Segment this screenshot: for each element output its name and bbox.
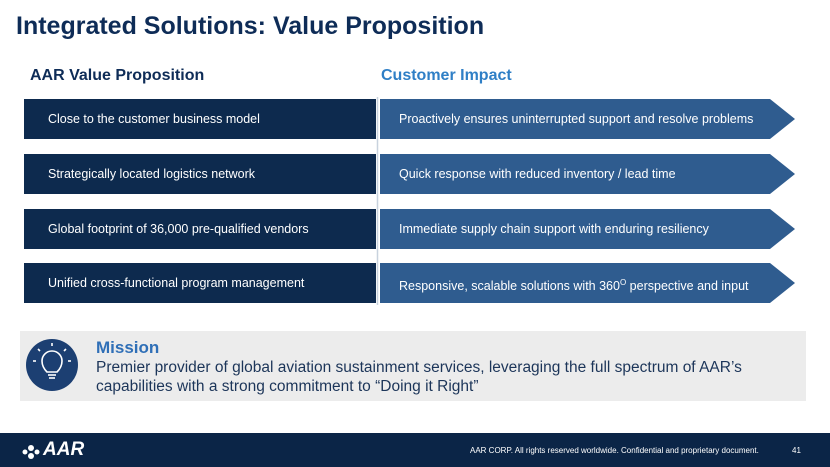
impact-arrow	[380, 99, 795, 139]
column-header: Customer Impact	[381, 67, 512, 84]
impact-superscript: O	[619, 278, 627, 287]
logo-mark	[22, 445, 40, 459]
footer-notice: AAR CORP. All rights reserved worldwide.…	[470, 446, 759, 455]
impact-text-part: perspective and input	[626, 279, 749, 294]
slide-title: Integrated Solutions: Value Proposition	[16, 12, 485, 40]
bulb-icon	[33, 343, 71, 379]
page-number: 41	[792, 446, 801, 455]
impact-text: Proactively ensures uninterrupted suppor…	[399, 112, 754, 126]
mission-band	[20, 331, 806, 401]
mission-text: Premier provider of global aviation sust…	[96, 359, 742, 395]
value-box	[24, 263, 376, 303]
column-header: AAR Value Proposition	[30, 67, 205, 84]
impact-arrow	[380, 263, 795, 303]
impact-text: Responsive, scalable solutions with 360O…	[399, 275, 749, 294]
impact-arrow	[380, 154, 795, 194]
value-text: Unified cross-functional program managem…	[48, 276, 305, 290]
mission-icon	[26, 339, 78, 391]
impact-text: Quick response with reduced inventory / …	[399, 167, 676, 181]
value-text: Strategically located logistics network	[48, 167, 256, 181]
value-text: Global footprint of 36,000 pre-qualified…	[48, 222, 309, 236]
value-box	[24, 209, 376, 249]
value-text: Close to the customer business model	[48, 112, 260, 126]
impact-text-part: Responsive, scalable solutions with 360	[399, 279, 620, 294]
footer-bar	[0, 433, 830, 467]
footer-logo: AAR	[43, 439, 85, 460]
impact-text: Immediate supply chain support with endu…	[399, 222, 709, 236]
value-box	[24, 99, 376, 139]
value-box	[24, 154, 376, 194]
mission-heading: Mission	[96, 338, 160, 357]
impact-arrow	[380, 209, 795, 249]
